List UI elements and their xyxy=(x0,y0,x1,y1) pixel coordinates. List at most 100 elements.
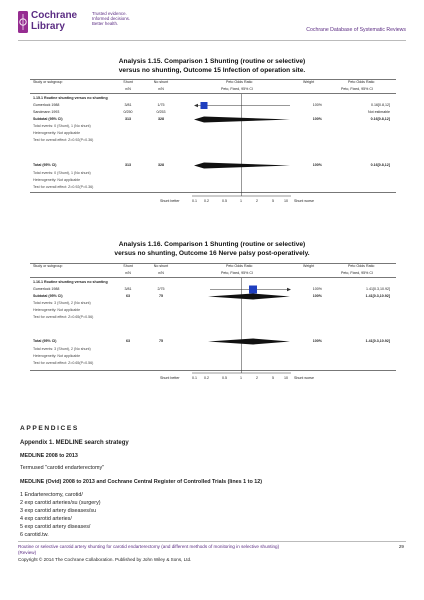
total-weight: 100% xyxy=(312,339,322,343)
study-ci: 1.41[0.3,10.92] xyxy=(366,287,390,291)
appendix1-line: Termused "carotid endarterectomy" xyxy=(20,465,105,471)
col-weight: Weight xyxy=(303,264,315,268)
table-rule xyxy=(30,93,396,94)
study-ctl: 0/253 xyxy=(156,110,166,114)
study-ci: Not estimable xyxy=(368,110,390,114)
subtotal-ci: 1.41[0.3,10.92] xyxy=(365,294,390,298)
cochrane-logo: Cochrane Library xyxy=(18,10,88,36)
subgroup-label: 1.16.1 Routine shunting versus no shunti… xyxy=(33,280,108,284)
tick-label: 0.2 xyxy=(204,376,209,380)
sub-or: Peto, Fixed, 95% CI xyxy=(221,271,253,275)
subtotal-exp: 313 xyxy=(125,117,131,121)
table-rule xyxy=(30,370,396,371)
sub-exp: n/N xyxy=(125,87,131,91)
logo-line2: Library xyxy=(31,21,65,32)
total-ci: 0.16[0.8,12] xyxy=(370,163,390,167)
sub-or2: Peto, Fixed, 95% CI xyxy=(341,271,373,275)
database-name: Database of Systematic Reviews xyxy=(328,27,406,33)
page-number: 29 xyxy=(398,544,404,549)
col-or: Peto Odds Ratio xyxy=(226,80,253,84)
table-rule xyxy=(30,79,396,80)
note: Heterogeneity: Not applicable xyxy=(33,178,81,182)
note: Heterogeneity: Not applicable xyxy=(33,308,81,312)
study-square xyxy=(249,285,257,294)
table-rule xyxy=(30,277,396,278)
total-exp: 313 xyxy=(125,163,131,167)
analysis1-title-line1: Analysis 1.15. Comparison 1 Shunting (ro… xyxy=(118,58,306,65)
col-or: Peto Odds Ratio xyxy=(226,264,253,268)
col-study: Study or subgroup xyxy=(33,264,63,268)
sub-ctl: n/N xyxy=(158,87,164,91)
subtotal-diamond xyxy=(194,116,290,123)
sub-ctl: n/N xyxy=(158,271,164,275)
table-rule xyxy=(30,263,396,264)
subtotal-ctl: 328 xyxy=(158,117,164,121)
axis-left-label: Shunt better xyxy=(160,376,180,380)
subtotal-weight: 100% xyxy=(312,294,322,298)
cochrane-logo-icon xyxy=(18,11,28,33)
sub-or2: Peto, Fixed, 95% CI xyxy=(341,87,373,91)
study-exp: 0/250 xyxy=(123,110,133,114)
tick-label: 2 xyxy=(256,376,258,380)
axis-right-label: Shunt worse xyxy=(294,376,314,380)
copyright: Copyright © 2014 The Cochrane Collaborat… xyxy=(18,557,192,562)
col-or2: Peto Odds Ratio xyxy=(348,264,375,268)
col-ctl: No shunt xyxy=(153,80,169,84)
subtotal-name: Subtotal (95% CI) xyxy=(33,294,63,298)
note: Test for overall effect: Z=0.92(P=0.36) xyxy=(33,138,94,142)
tagline-line: Informed decisions. xyxy=(92,16,131,22)
tick-label: 2 xyxy=(256,199,258,203)
forest-plot-1-graphic xyxy=(192,94,291,197)
total-diamond xyxy=(208,338,290,345)
total-exp: 63 xyxy=(126,339,130,343)
database-brand: Cochrane xyxy=(306,27,329,33)
note: Heterogeneity: Not applicable xyxy=(33,354,81,358)
appendix1-title: Appendix 1. MEDLINE search strategy xyxy=(20,440,129,446)
appendices-heading: APPENDICES xyxy=(20,425,79,432)
forest-plot-2-graphic xyxy=(192,278,291,374)
appendix1-subheading: MEDLINE (Ovid) 2008 to 2013 and Cochrane… xyxy=(20,479,263,485)
note: Total events: 3 (Shunt), 2 (No shunt) xyxy=(33,347,91,351)
study-ctl: 2/75 xyxy=(157,287,165,291)
tick-label: 5 xyxy=(272,376,274,380)
sub-or: Peto, Fixed, 95% CI xyxy=(221,87,253,91)
total-name: Total (95% CI) xyxy=(33,163,57,167)
subtotal-weight: 100% xyxy=(312,117,322,121)
search-line: 1 Endarterectomy, carotid/ xyxy=(20,492,83,498)
study-square xyxy=(200,102,208,109)
tick-label: 5 xyxy=(272,199,274,203)
header-divider xyxy=(18,40,406,41)
study-weight: 100% xyxy=(312,287,322,291)
total-ctl: 75 xyxy=(159,339,163,343)
study-exp: 3/81 xyxy=(124,103,132,107)
note: Test for overall effect: Z=0.65(P=0.56) xyxy=(33,315,94,319)
subtotal-name: Subtotal (95% CI) xyxy=(33,117,63,121)
table-rule xyxy=(30,192,396,193)
tagline-line: Trusted evidence. xyxy=(92,11,127,16)
note: Total events: 3 (Shunt), 2 (No shunt) xyxy=(33,301,91,305)
total-diamond xyxy=(194,162,290,169)
subtotal-exp: 63 xyxy=(126,294,130,298)
col-exp: Shunt xyxy=(123,264,133,268)
study-name: Gumerlock 1988 xyxy=(33,103,60,107)
subgroup-label: 1.15.1 Routine shunting versus no shunti… xyxy=(33,96,108,100)
database-title: Cochrane Database of Systematic Reviews xyxy=(306,27,406,33)
tick-label: 1 xyxy=(240,376,242,380)
tagline-line: Better health. xyxy=(92,21,119,27)
note: Test for overall effect: Z=0.92(P=0.36) xyxy=(33,185,94,189)
analysis2-title-line2: versus no shunting, Outcome 16 Nerve pal… xyxy=(114,250,310,257)
col-ctl: No shunt xyxy=(153,264,169,268)
study-ctl: 1/75 xyxy=(157,103,165,107)
study-exp: 3/81 xyxy=(124,287,132,291)
footer-title-text: Routine or selective carotid artery shun… xyxy=(18,544,280,549)
tick-label: 10 xyxy=(284,199,288,203)
search-line: 3 exp carotid artery diseases/su xyxy=(20,508,97,514)
footer-review-label: (Review) xyxy=(18,550,37,555)
tick-label: 0.5 xyxy=(222,376,227,380)
ci-arrow-right xyxy=(287,287,291,292)
appendix1-subheading: MEDLINE 2008 to 2013 xyxy=(20,453,78,459)
tick-label: 0.1 xyxy=(192,376,197,380)
analysis1-title-line2: versus no shunting, Outcome 15 Infection… xyxy=(118,67,306,74)
subtotal-ctl: 75 xyxy=(159,294,163,298)
col-study: Study or subgroup xyxy=(33,80,63,84)
